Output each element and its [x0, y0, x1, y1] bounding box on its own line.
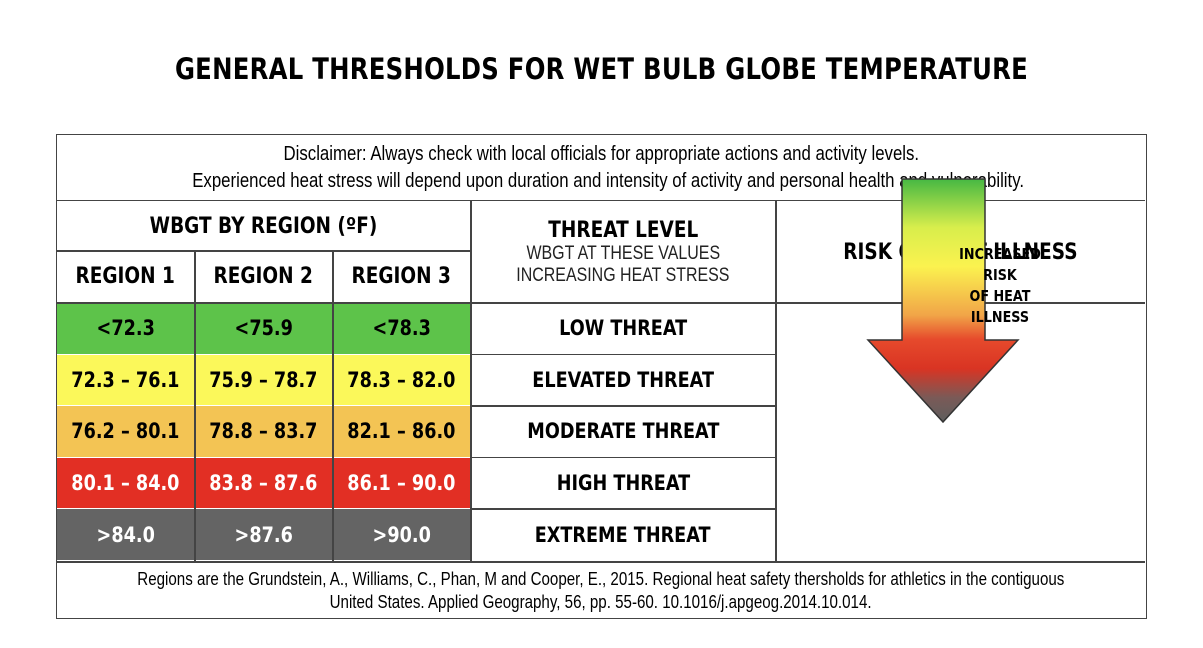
threat-level-label: THREAT LEVEL [548, 217, 698, 243]
disclaimer-line-2: Experienced heat stress will depend upon… [192, 169, 1024, 192]
region-value-text: >90.0 [372, 522, 431, 547]
risk-arrow-line-3: ILLNESS [970, 308, 1030, 326]
citation-line-2: United States. Applied Geography, 56, pp… [330, 591, 872, 612]
region-2-label: REGION 2 [213, 264, 314, 289]
region-value-text: 72.3 – 76.1 [71, 367, 180, 392]
region-value-text: 80.1 – 84.0 [71, 471, 180, 496]
disclaimer: Disclaimer: Always check with local offi… [57, 135, 1145, 201]
region-value-text: 78.3 – 82.0 [347, 367, 456, 392]
region-3-value: 82.1 – 86.0 [333, 406, 470, 457]
citation-line-1: Regions are the Grundstein, A., Williams… [137, 568, 1065, 589]
region-value-text: 83.8 – 87.6 [209, 471, 318, 496]
grid-line [57, 302, 1145, 304]
region-1-value: 76.2 – 80.1 [57, 406, 194, 457]
risk-arrow-label: INCREASED RISK OF HEAT ILLNESS [941, 244, 1060, 328]
grid-line [471, 508, 775, 510]
grid-line [57, 250, 470, 252]
threat-level-cell: HIGH THREAT [471, 457, 775, 509]
risk-arrow-icon [866, 178, 1020, 424]
region-3-header: REGION 3 [333, 251, 470, 302]
grid-line [57, 561, 1145, 563]
region-value-text: 76.2 – 80.1 [71, 419, 180, 444]
region-value-text: 86.1 – 90.0 [347, 471, 456, 496]
threat-sub-line-1: WBGT AT THESE VALUES [526, 242, 720, 264]
region-2-value: 78.8 – 83.7 [195, 406, 332, 457]
disclaimer-line-1: Disclaimer: Always check with local offi… [283, 142, 919, 165]
risk-arrow-line-2: OF HEAT [969, 287, 1031, 305]
region-3-value: 78.3 – 82.0 [333, 354, 470, 406]
wbgt-by-region-header: WBGT BY REGION (ºF) [57, 202, 470, 250]
region-2-header: REGION 2 [195, 251, 332, 302]
region-1-value: <72.3 [57, 303, 194, 354]
threat-level-text: EXTREME THREAT [535, 522, 711, 547]
region-3-label: REGION 3 [351, 264, 452, 289]
grid-line [775, 201, 777, 562]
wbgt-by-region-label: WBGT BY REGION (ºF) [149, 213, 378, 239]
threat-level-header: THREAT LEVEL WBGT AT THESE VALUES INCREA… [471, 202, 775, 302]
risk-arrow-line-1: INCREASED RISK [959, 245, 1041, 284]
region-3-value: >90.0 [333, 509, 470, 560]
region-3-value: <78.3 [333, 303, 470, 354]
page-title: GENERAL THRESHOLDS FOR WET BULB GLOBE TE… [174, 52, 1029, 86]
region-2-value: 75.9 – 78.7 [195, 354, 332, 406]
region-value-text: <75.9 [234, 316, 293, 341]
grid-line [471, 456, 775, 459]
region-value-text: <72.3 [96, 316, 155, 341]
citation-footer: Regions are the Grundstein, A., Williams… [57, 563, 1145, 618]
grid-line [470, 201, 472, 562]
region-3-value: 86.1 – 90.0 [333, 457, 470, 509]
grid-line [194, 251, 196, 562]
region-value-text: <78.3 [372, 316, 431, 341]
region-value-text: >84.0 [96, 522, 155, 547]
region-value-text: 75.9 – 78.7 [209, 367, 318, 392]
region-value-text: 78.8 – 83.7 [209, 419, 318, 444]
region-1-label: REGION 1 [75, 264, 176, 289]
threat-level-text: ELEVATED THREAT [532, 367, 714, 392]
region-2-value: >87.6 [195, 509, 332, 560]
threshold-table: Disclaimer: Always check with local offi… [56, 134, 1147, 619]
region-1-header: REGION 1 [57, 251, 194, 302]
threat-level-cell: ELEVATED THREAT [471, 354, 775, 406]
region-1-value: >84.0 [57, 509, 194, 560]
risk-arrow [810, 176, 1020, 431]
threat-level-cell: LOW THREAT [471, 303, 775, 354]
threat-level-cell: MODERATE THREAT [471, 406, 775, 457]
grid-line [332, 251, 334, 562]
region-1-value: 72.3 – 76.1 [57, 354, 194, 406]
threat-sub-line-2: INCREASING HEAT STRESS [516, 264, 730, 286]
threat-level-cell: EXTREME THREAT [471, 509, 775, 560]
region-2-value: <75.9 [195, 303, 332, 354]
grid-line [471, 353, 775, 356]
region-value-text: 82.1 – 86.0 [347, 419, 456, 444]
threat-level-text: LOW THREAT [559, 316, 687, 341]
region-value-text: >87.6 [234, 522, 293, 547]
region-1-value: 80.1 – 84.0 [57, 457, 194, 509]
threat-level-text: MODERATE THREAT [526, 419, 720, 444]
threat-level-text: HIGH THREAT [556, 471, 690, 496]
grid-line [471, 405, 775, 407]
region-2-value: 83.8 – 87.6 [195, 457, 332, 509]
